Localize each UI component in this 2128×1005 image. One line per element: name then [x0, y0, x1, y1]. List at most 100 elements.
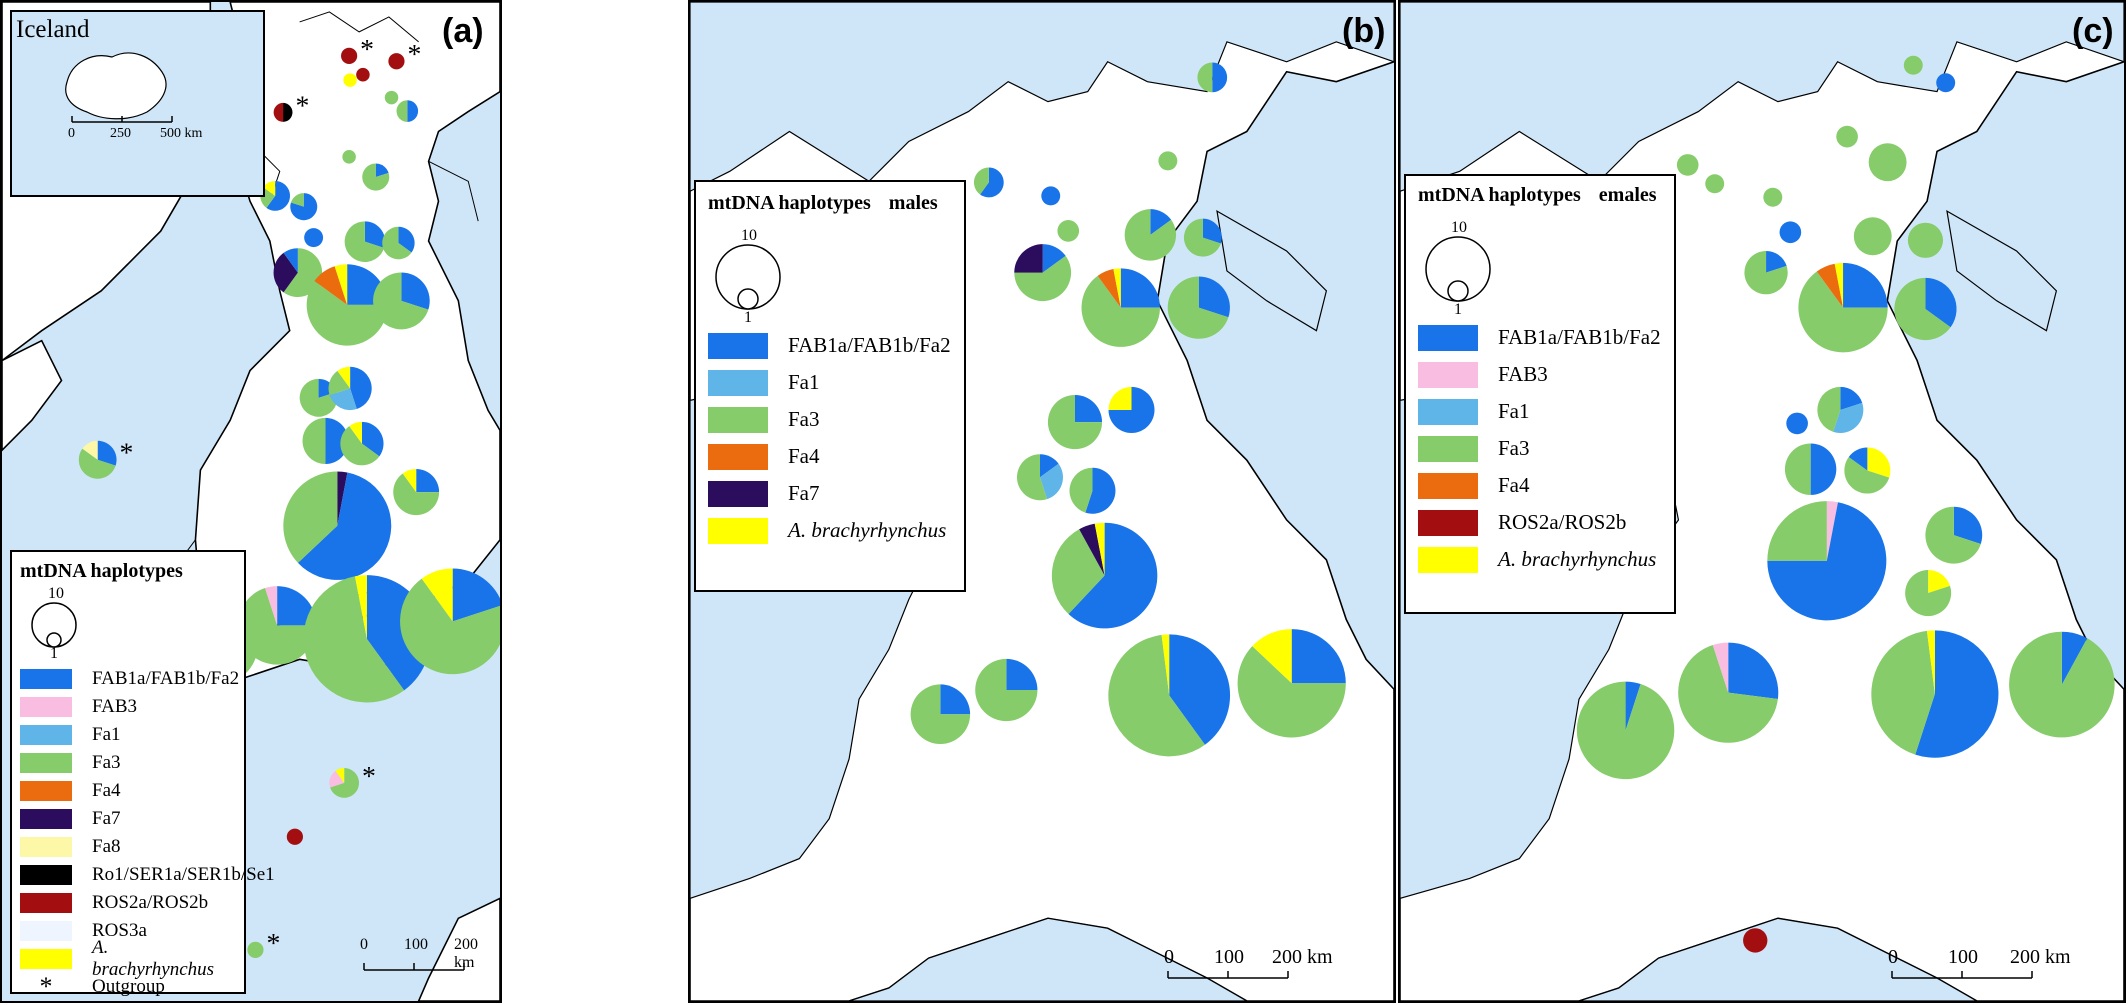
pie-slice	[1169, 634, 1231, 745]
legend-b-items: FAB1a/FAB1b/Fa2 Fa1 Fa3 Fa4 Fa7 A. brachyrhyn…	[708, 327, 954, 549]
pie-slice	[1108, 386, 1155, 433]
legend-swatch	[20, 949, 72, 969]
panel-c-label: (c)	[2072, 12, 2114, 50]
pie-slice	[97, 440, 117, 466]
pie-slice	[337, 366, 351, 389]
pie-slice	[335, 767, 345, 783]
haplotype-pie	[973, 167, 1004, 198]
legend-label: ROS2a/ROS2b	[1498, 510, 1627, 534]
pie-slice	[1763, 187, 1783, 207]
legend-label: FAB3	[1498, 362, 1548, 386]
pie-slice	[1705, 174, 1725, 194]
haplotype-pie	[1868, 143, 1907, 182]
pie-slice	[303, 576, 405, 703]
pie-slice	[1894, 277, 1951, 341]
pie-slice	[421, 568, 453, 622]
size-key-max: 10	[741, 227, 757, 244]
scale-b-0: 0	[1164, 946, 1174, 968]
legend-label: FAB3	[92, 696, 138, 717]
legend-label: Fa4	[1498, 473, 1530, 497]
haplotype-pie	[1167, 276, 1230, 339]
legend-swatch	[20, 697, 72, 717]
legend-label: Fa1	[788, 370, 820, 394]
haplotype-pie	[1197, 62, 1228, 93]
haplotype-pie	[1836, 125, 1858, 148]
pie-slice	[373, 272, 429, 330]
haplotype-pie	[328, 366, 372, 411]
pie-slice	[1016, 454, 1048, 501]
haplotype-pie	[238, 586, 317, 665]
pie-slice	[1826, 501, 1838, 561]
haplotype-pie	[1108, 386, 1155, 433]
legend-label: A. brachyrhynchus	[92, 937, 215, 980]
pie-slice	[1197, 62, 1213, 93]
pie-slice	[1833, 402, 1864, 433]
pie-slice	[1014, 255, 1072, 302]
scale-a-100: 100	[404, 936, 428, 953]
haplotype-pie	[343, 73, 357, 87]
pie-slice	[361, 421, 384, 457]
legend-item: Fa4	[708, 438, 954, 475]
haplotype-pie	[1925, 506, 1983, 564]
scale-a-0: 0	[360, 936, 368, 953]
size-key-circles	[715, 244, 781, 310]
size-key-min: 1	[744, 309, 752, 326]
pie-slice	[1291, 629, 1346, 684]
pie-slice	[1868, 143, 1907, 182]
size-key-max: 10	[48, 585, 64, 602]
pie-slice	[1871, 630, 1935, 755]
legend-label: Fa3	[92, 752, 121, 773]
pie-slice	[973, 167, 989, 195]
pie-slice	[1150, 209, 1172, 235]
pie-slice	[1158, 151, 1178, 171]
legend-label: Fa4	[788, 444, 820, 468]
pie-slice	[1728, 642, 1779, 699]
pie-slice	[328, 370, 351, 396]
pie-slice	[1784, 443, 1811, 495]
pie-slice	[1252, 629, 1292, 684]
legend-item: ROS3a	[20, 917, 234, 945]
pie-slice	[1834, 262, 1844, 308]
legend-swatch	[1418, 472, 1478, 499]
inset-scale-0: 0	[68, 126, 75, 141]
outgroup-marker: *	[267, 928, 281, 959]
outgroup-marker: *	[295, 90, 309, 121]
panel-b-map: (b) mtDNA haplotypes males 10 1 FAB1a/FAB…	[688, 0, 1396, 1003]
pie-slice	[1167, 276, 1229, 339]
haplotype-pie	[1041, 186, 1061, 206]
outgroup-marker: *	[360, 34, 374, 65]
haplotype-pie	[1016, 454, 1063, 501]
pie-slice	[1936, 73, 1956, 93]
legend-label: FAB1a/FAB1b/Fa2	[788, 333, 951, 357]
scale-c-100: 100	[1948, 946, 1978, 968]
haplotype-pie	[341, 47, 358, 64]
legend-b-title: mtDNA haplotypes males	[708, 192, 938, 214]
pie-slice	[452, 568, 500, 622]
legend-label: A. brachyrhynchus	[788, 518, 947, 542]
pie-slice	[1843, 262, 1888, 308]
legend-swatch	[1418, 546, 1478, 573]
pie-slice	[1905, 570, 1952, 617]
legend-item: Fa1	[708, 364, 954, 401]
pie-slice	[1161, 634, 1170, 696]
pie-slice	[1085, 467, 1116, 514]
haplotype-pie	[382, 226, 415, 260]
size-key-circles	[31, 602, 77, 648]
haplotype-pie	[1676, 154, 1699, 176]
pie-slice	[1766, 250, 1787, 273]
legend-item: Ro1/SER1a/SER1b/Se1	[20, 861, 275, 889]
pie-slice	[337, 471, 348, 526]
haplotype-pie	[1237, 629, 1346, 738]
pie-slice	[1848, 447, 1868, 471]
haplotype-pie	[1183, 218, 1222, 257]
pie-slice	[1108, 634, 1205, 757]
haplotype-pie	[342, 150, 356, 164]
legend-label: Fa7	[788, 481, 820, 505]
pie-slice	[1074, 394, 1103, 423]
pie-slice	[314, 266, 348, 305]
haplotype-pie	[1779, 221, 1802, 244]
legend-swatch	[20, 893, 72, 913]
pie-slice	[297, 472, 392, 580]
pie-slice	[980, 167, 1004, 198]
pie-slice	[1124, 209, 1177, 261]
